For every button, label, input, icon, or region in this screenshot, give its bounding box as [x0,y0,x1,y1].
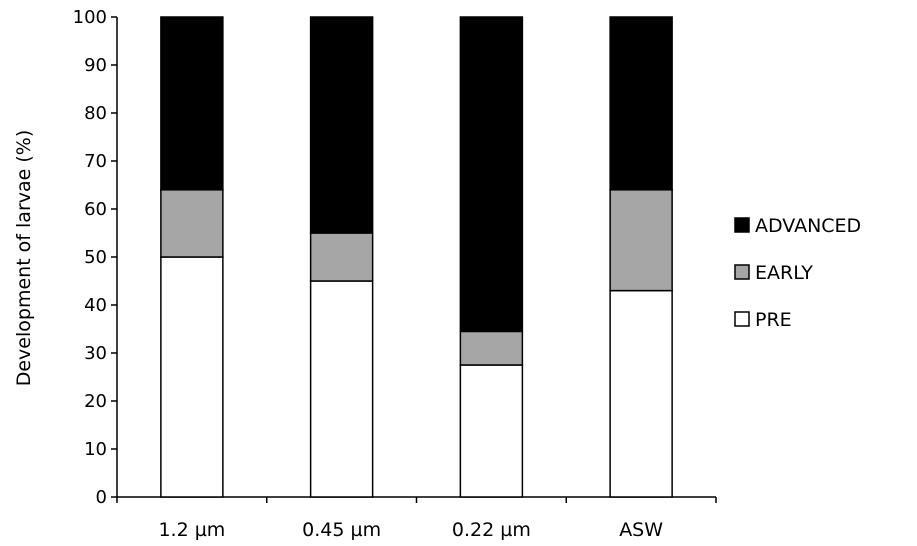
y-tick-label: 90 [84,55,107,76]
x-category-label: 0.22 µm [452,519,531,541]
bar-segment-advanced [459,16,524,333]
y-tick-label: 10 [84,439,107,460]
bar-segment-early [459,330,524,366]
y-axis: 0 10 20 30 40 50 60 70 80 90 100 [73,7,118,508]
bar-segment-pre [459,364,524,498]
bar-segment-advanced [609,16,673,191]
y-tick-label: 50 [84,247,107,268]
y-tick-label: 30 [84,343,107,364]
legend-swatch [734,311,750,327]
legend: ADVANCED EARLY PRE [734,215,861,331]
legend-label: PRE [755,309,792,331]
bar-segment-early [609,189,673,292]
bar-segment-pre [160,256,224,498]
legend-item-pre: PRE [734,309,792,331]
y-tick-label: 80 [84,103,107,124]
bar-segment-early [160,189,224,258]
legend-swatch [734,264,750,280]
legend-label: EARLY [755,262,813,284]
y-tick-label: 40 [84,295,107,316]
y-axis-title: Development of larvae (%) [13,130,35,387]
bar-segment-advanced [160,16,224,191]
x-category-label: 0.45 µm [302,519,381,541]
y-tick-label: 100 [73,7,107,28]
legend-label: ADVANCED [755,215,861,237]
y-tick-label: 0 [96,487,107,508]
y-tick-label: 20 [84,391,107,412]
bar-segment-pre [609,289,673,498]
bar-segment-pre [309,280,374,498]
legend-item-early: EARLY [734,262,813,284]
bar-segment-early [309,232,374,282]
bars [160,16,673,498]
legend-item-advanced: ADVANCED [734,215,861,237]
y-tick-label: 60 [84,199,107,220]
x-category-label: ASW [619,519,663,541]
x-category-label: 1.2 µm [158,519,225,541]
y-tick-label: 70 [84,151,107,172]
bar-segment-advanced [309,16,374,234]
x-axis: 1.2 µm 0.45 µm 0.22 µm ASW [116,496,717,541]
legend-swatch [734,217,750,233]
